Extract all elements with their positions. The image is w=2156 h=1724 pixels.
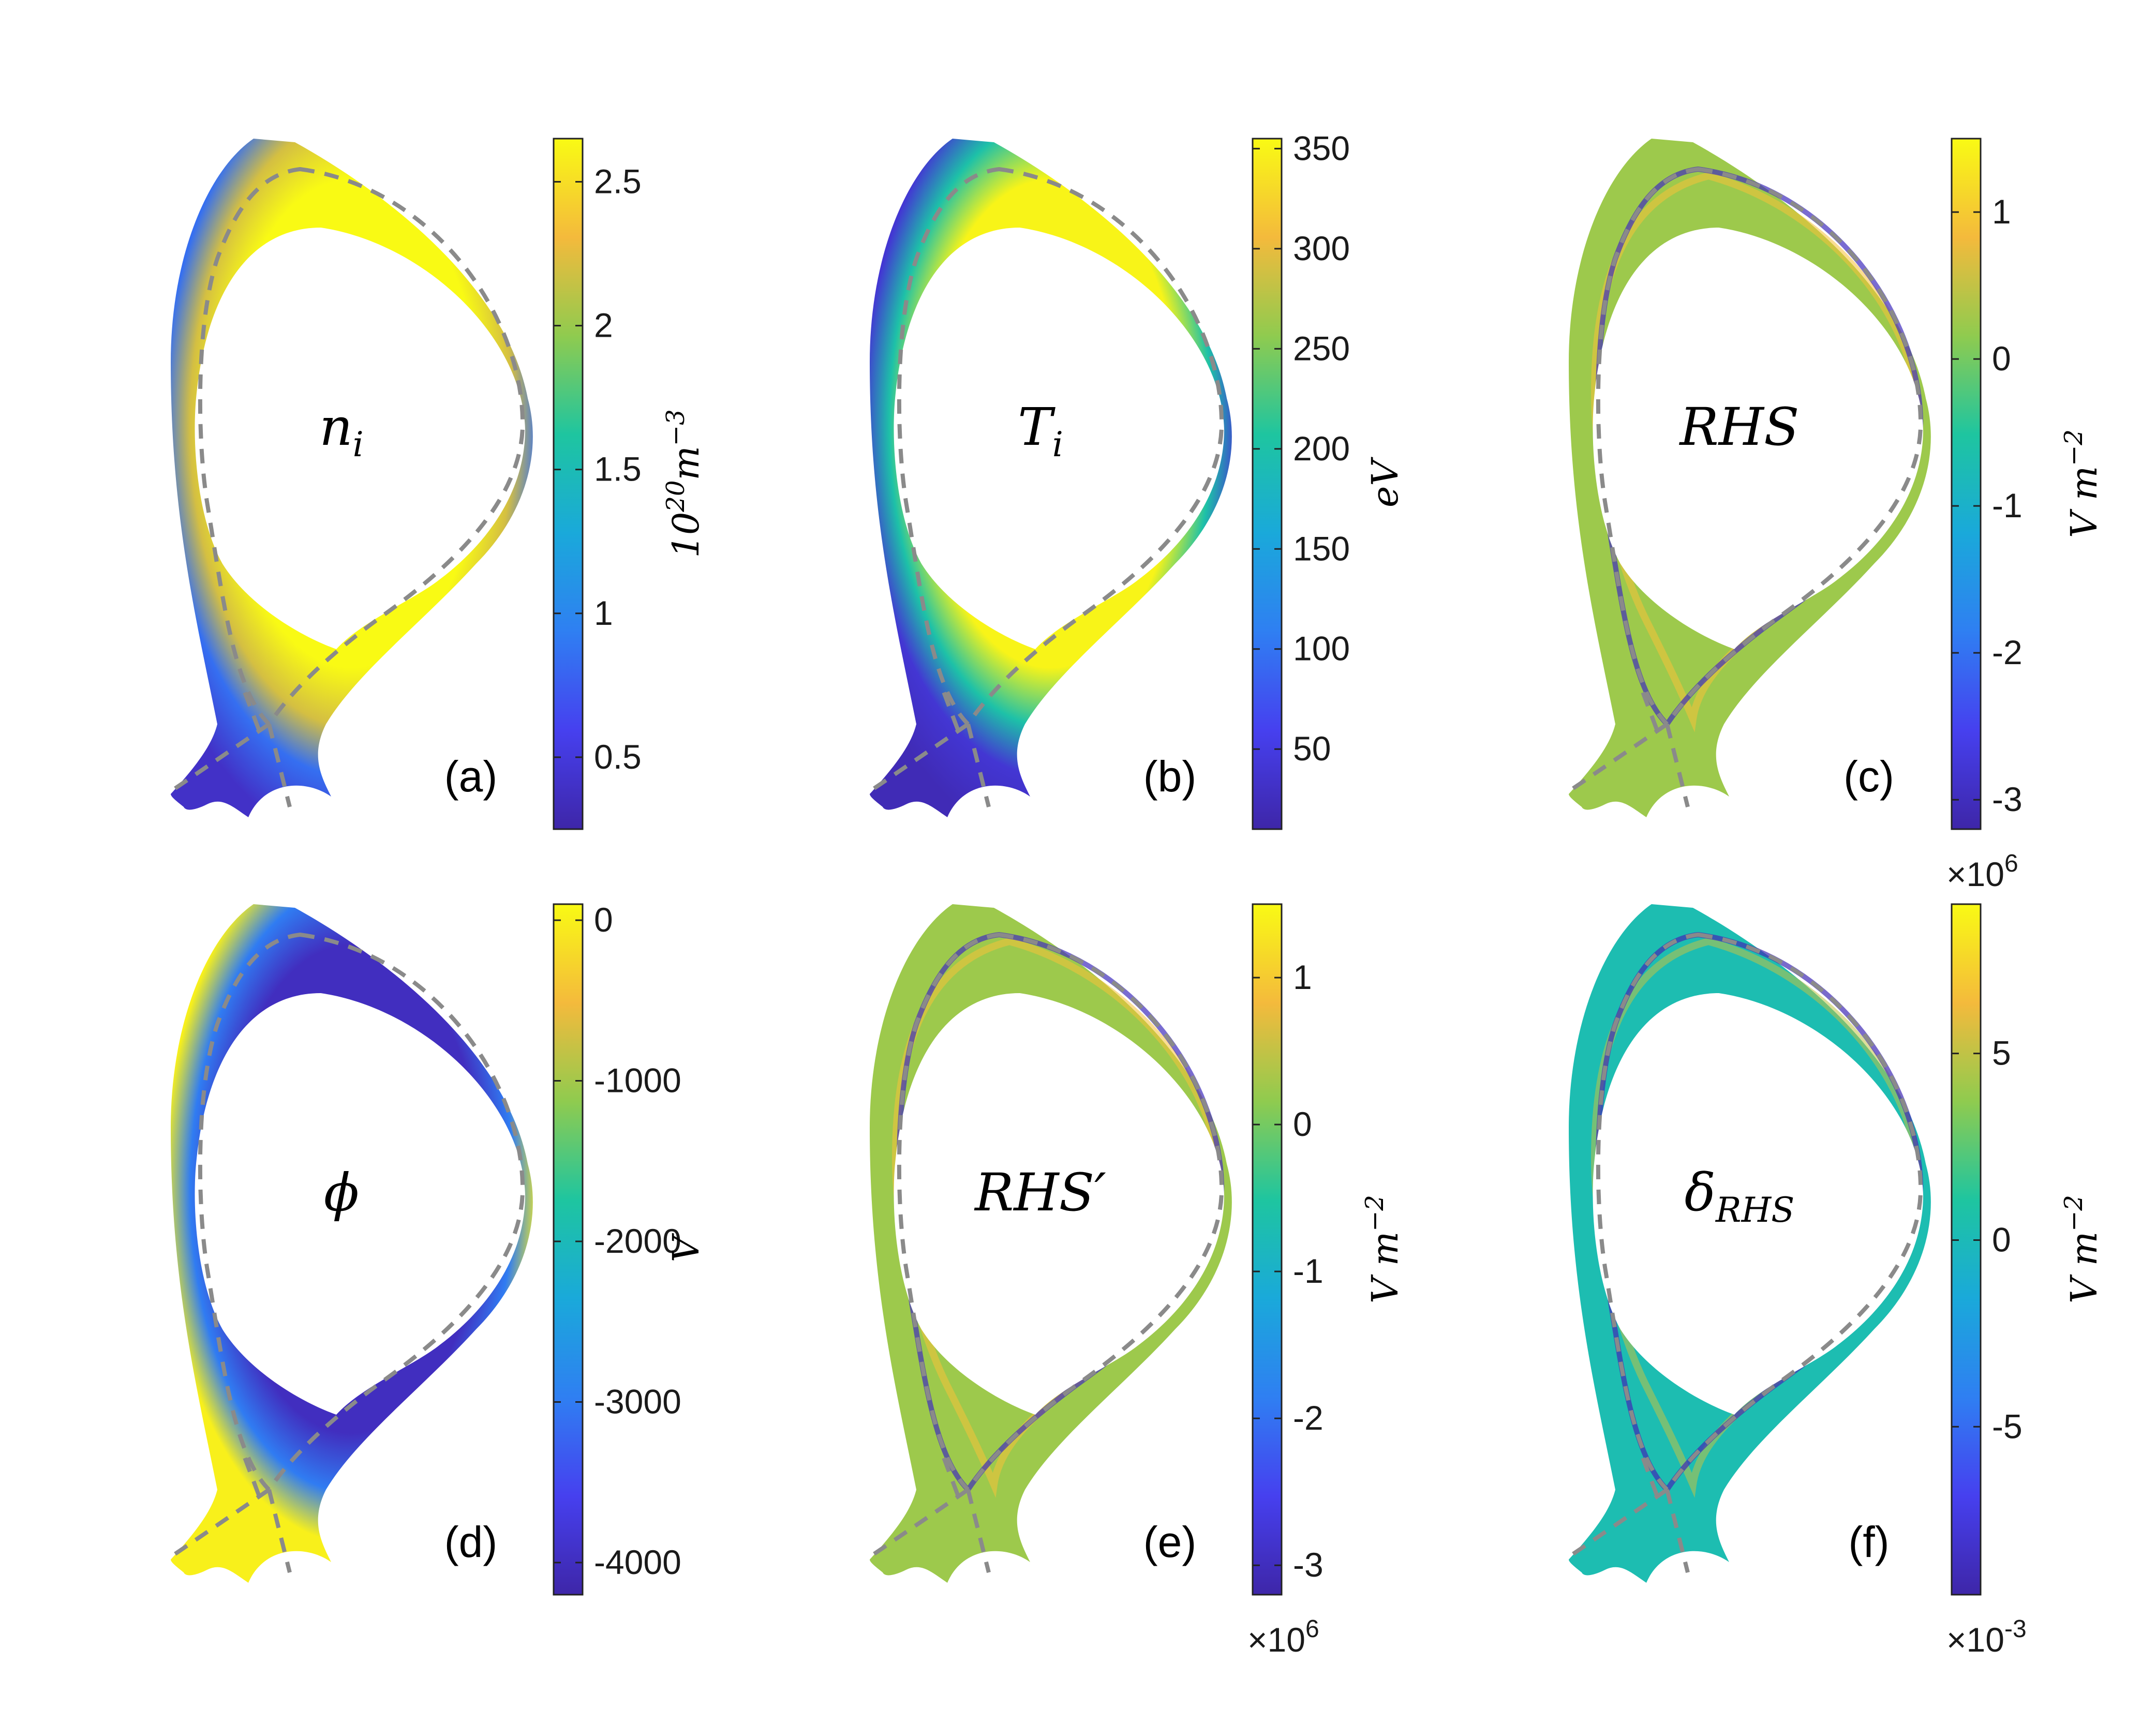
colorbar-tick-label: 2.5 (594, 162, 642, 200)
colorbar-tick-label: 2 (594, 306, 613, 344)
divertor-legs (1567, 1452, 1690, 1573)
panel-a: ni (a) 0.5 1 1.5 2 2.5 1020m−3 (169, 138, 707, 830)
core-region (1593, 993, 1923, 1415)
core-region (195, 228, 525, 649)
panel-label: (e) (1143, 1518, 1197, 1566)
colorbar-tick-label: 150 (1293, 529, 1350, 567)
panel-label: (d) (444, 1518, 498, 1566)
divertor-legs (169, 1452, 292, 1573)
colorbar-tick-label: 350 (1293, 129, 1350, 167)
panel-f: δRHS (f) 5 0 -5 V m−2 ×10-3 (1567, 903, 2105, 1659)
variable-label: RHS (1678, 397, 1799, 457)
colorbar (1951, 138, 1982, 830)
colorbar-multiplier: ×10-3 (1946, 1615, 2027, 1659)
colorbar-tick-label: 1 (1293, 958, 1312, 996)
colorbar-tick-label: -1000 (594, 1061, 681, 1100)
colorbar-multiplier: ×106 (1247, 1615, 1319, 1659)
divertor-legs (169, 687, 292, 807)
panel-e: RHS′ (e) 1 0 -1 -2 -3 V m−2 ×106 (868, 903, 1406, 1659)
panel-label: (f) (1848, 1518, 1889, 1566)
colorbar-label: V (665, 1233, 707, 1262)
colorbar-label: 1020m−3 (661, 409, 707, 558)
colorbar-tick-label: -3 (1293, 1546, 1324, 1584)
colorbar-tick-label: 1 (594, 594, 613, 632)
panel-label: (b) (1143, 752, 1197, 801)
colorbar-tick-label: -1 (1293, 1252, 1324, 1290)
colorbar (1951, 903, 1982, 1596)
core-region (894, 228, 1224, 649)
colorbar-tick-label: 1 (1992, 192, 2011, 231)
colorbar-tick-label: 250 (1293, 329, 1350, 367)
colorbar-tick-label: -2 (1293, 1399, 1324, 1437)
divertor-legs (868, 687, 991, 807)
colorbar-tick-label: 5 (1992, 1034, 2011, 1072)
panel-label: (c) (1843, 752, 1894, 801)
separatrix-line (1596, 167, 1923, 728)
variable-label: Ti (1018, 397, 1063, 464)
colorbar-tick-label: 0 (1992, 1220, 2011, 1258)
colorbar-tick-label: 0 (594, 901, 613, 939)
colorbar-tick-label: -3000 (594, 1382, 681, 1420)
colorbar-tick-label: 0 (1293, 1105, 1312, 1143)
colorbar-tick-label: -4000 (594, 1543, 681, 1581)
panel-b: Ti (b) 50 100 150 200 250 300 350 eV (868, 129, 1406, 830)
variable-label: ni (319, 397, 364, 464)
colorbar-label: V m−2 (2059, 1195, 2105, 1303)
panel-label: (a) (444, 752, 498, 801)
colorbar-tick-label: 200 (1293, 429, 1350, 468)
colorbar (553, 138, 584, 830)
divertor-legs (868, 1452, 991, 1573)
panel-c: RHS (c) 1 0 -1 -2 -3 V m−2 ×106 (1567, 138, 2105, 893)
colorbar-label: V m−2 (1360, 1195, 1406, 1303)
separatrix-line (198, 932, 525, 1493)
divertor-legs (1567, 687, 1690, 807)
colorbar (1252, 903, 1283, 1596)
colorbar-multiplier: ×106 (1946, 850, 2018, 893)
colorbar-tick-label: 100 (1293, 629, 1350, 668)
variable-label: ϕ (324, 1162, 359, 1223)
colorbar-label: V m−2 (2059, 429, 2105, 538)
colorbar-tick-label: 300 (1293, 229, 1350, 267)
colorbar-tick-label: 0 (1992, 339, 2011, 378)
colorbar-tick-label: -5 (1992, 1407, 2023, 1445)
colorbar-tick-label: -3 (1992, 780, 2023, 818)
colorbar (1252, 138, 1283, 830)
colorbar-label: eV (1364, 457, 1406, 507)
colorbar-tick-label: -2000 (594, 1222, 681, 1260)
variable-label: RHS′ (974, 1162, 1106, 1223)
separatrix-line (897, 167, 1224, 728)
colorbar-tick-label: 1.5 (594, 450, 642, 488)
separatrix-line (1596, 932, 1923, 1493)
core-region (1593, 228, 1923, 649)
colorbar (553, 903, 584, 1596)
separatrix-line (897, 932, 1224, 1493)
colorbar-tick-label: 0.5 (594, 738, 642, 776)
core-region (195, 993, 525, 1415)
panel-d: ϕ (d) 0 -1000 -2000 -3000 -4000 V (169, 901, 707, 1596)
separatrix-line (198, 167, 525, 728)
variable-label: δRHS (1685, 1162, 1795, 1230)
colorbar-tick-label: -2 (1992, 633, 2023, 671)
core-region (894, 993, 1224, 1415)
colorbar-tick-label: -1 (1992, 486, 2023, 524)
colorbar-tick-label: 50 (1293, 729, 1331, 768)
